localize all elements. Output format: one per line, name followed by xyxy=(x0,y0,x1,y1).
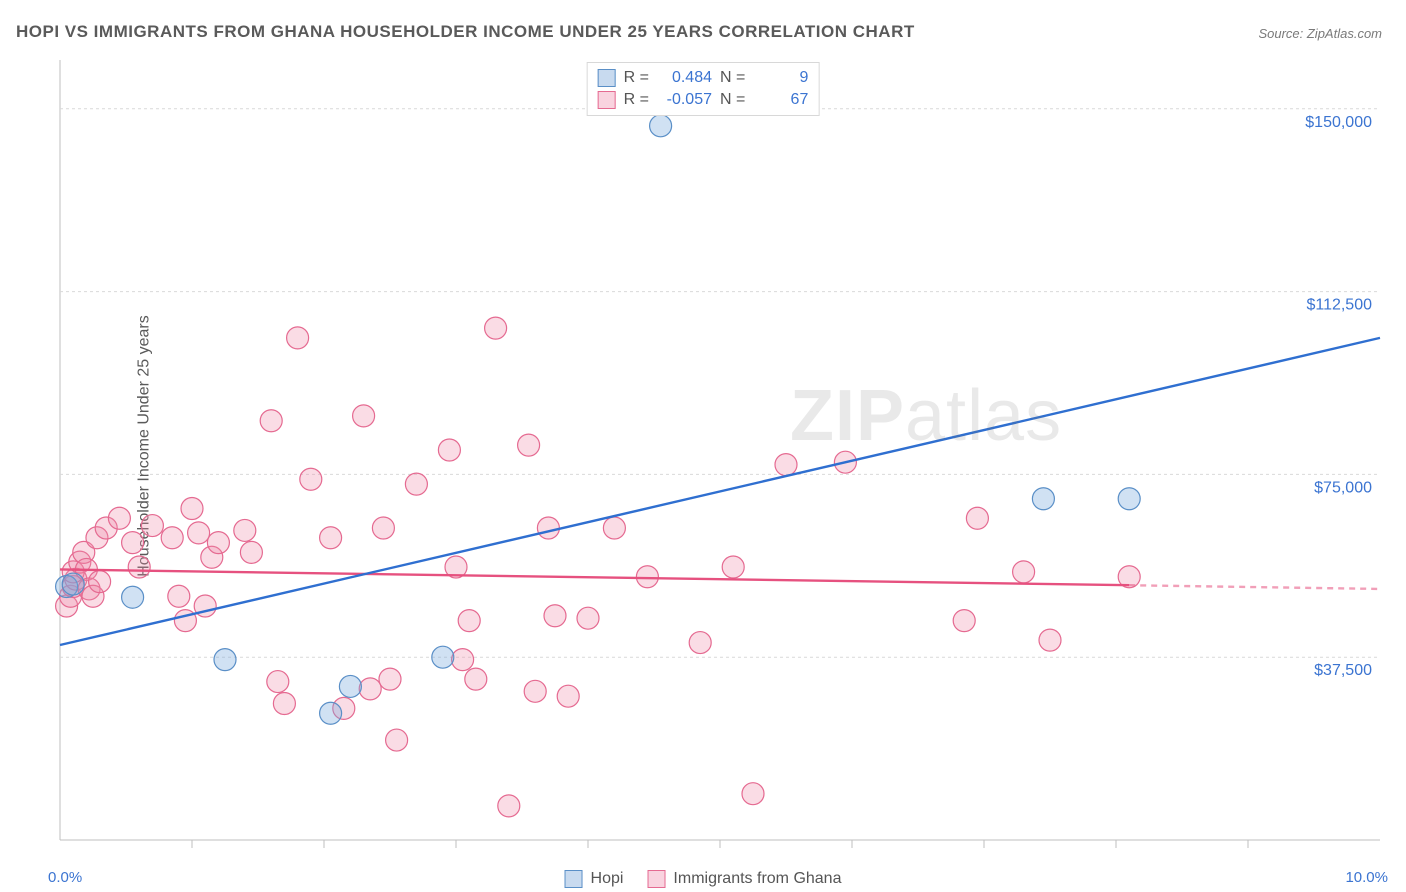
legend-item-ghana: Immigrants from Ghana xyxy=(647,870,841,888)
r-label: R = xyxy=(624,67,649,89)
swatch-ghana xyxy=(647,870,665,888)
svg-text:$112,500: $112,500 xyxy=(1306,297,1372,314)
r-label: R = xyxy=(624,89,649,111)
correlation-legend: R = 0.484 N = 9 R = -0.057 N = 67 xyxy=(587,62,820,116)
x-axis-min: 0.0% xyxy=(48,869,82,886)
svg-text:$150,000: $150,000 xyxy=(1305,114,1372,131)
legend-item-hopi: Hopi xyxy=(565,870,624,888)
legend-label-ghana: Immigrants from Ghana xyxy=(673,870,841,888)
chart-canvas: $37,500 $75,000 $112,500 $150,000 xyxy=(0,0,1406,892)
swatch-ghana xyxy=(598,91,616,109)
n-label: N = xyxy=(720,67,745,89)
legend-row-hopi: R = 0.484 N = 9 xyxy=(598,67,809,89)
n-value-ghana: 67 xyxy=(753,89,808,111)
legend-row-ghana: R = -0.057 N = 67 xyxy=(598,89,809,111)
swatch-hopi xyxy=(598,69,616,87)
legend-label-hopi: Hopi xyxy=(591,870,624,888)
n-label: N = xyxy=(720,89,745,111)
series-legend: Hopi Immigrants from Ghana xyxy=(565,870,842,888)
svg-text:$75,000: $75,000 xyxy=(1314,479,1372,496)
svg-text:$37,500: $37,500 xyxy=(1314,662,1372,679)
r-value-hopi: 0.484 xyxy=(657,67,712,89)
r-value-ghana: -0.057 xyxy=(657,89,712,111)
x-axis-max: 10.0% xyxy=(1345,869,1388,886)
n-value-hopi: 9 xyxy=(753,67,808,89)
swatch-hopi xyxy=(565,870,583,888)
